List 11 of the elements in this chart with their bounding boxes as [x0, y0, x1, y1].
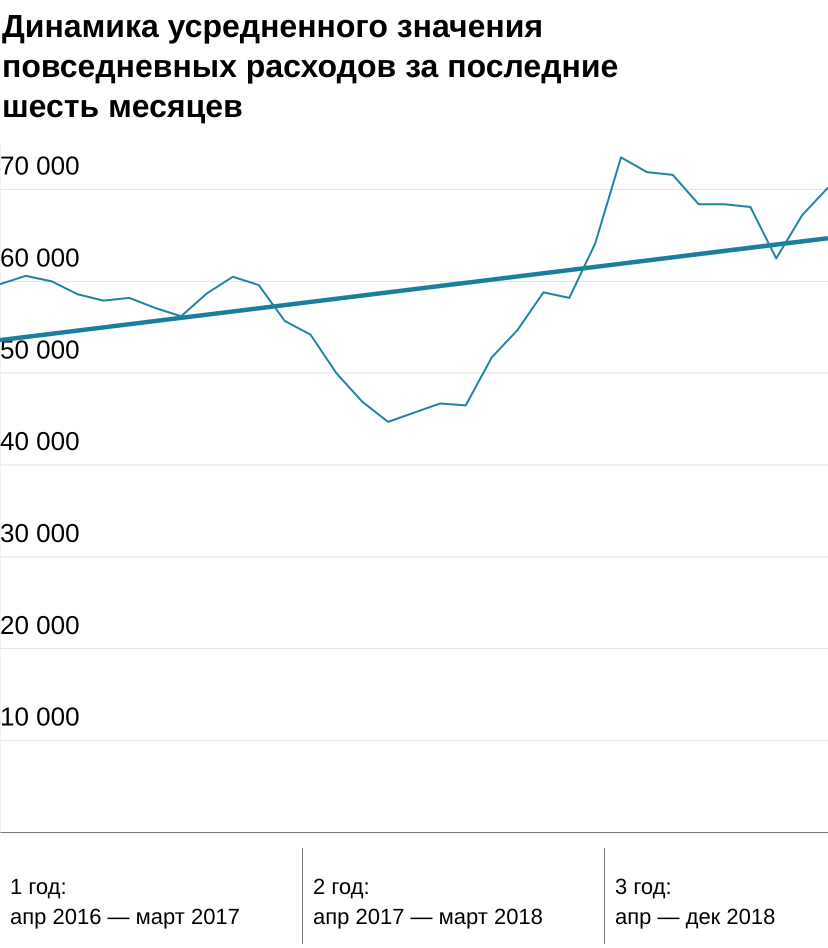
text: 3 год: апр — дек 2018	[604, 848, 828, 944]
text: 1 год: апр 2016 — март 2017	[9, 873, 241, 931]
y-tick-label: 10 000	[0, 702, 80, 732]
y-tick-label: 60 000	[0, 242, 80, 273]
y-tick-label: 20 000	[0, 610, 80, 640]
y-tick-label: 30 000	[0, 518, 80, 548]
chart-title: Динамика усредненного значения повседневных расходов за последние шесть месяцев	[1, 7, 620, 126]
y-tick-label: 50 000	[0, 334, 80, 364]
y-tick-label: 40 000	[0, 426, 80, 456]
y-tick-label: 70 000	[0, 150, 80, 181]
text: 2 год: апр 2017 — март 2018	[302, 848, 604, 944]
